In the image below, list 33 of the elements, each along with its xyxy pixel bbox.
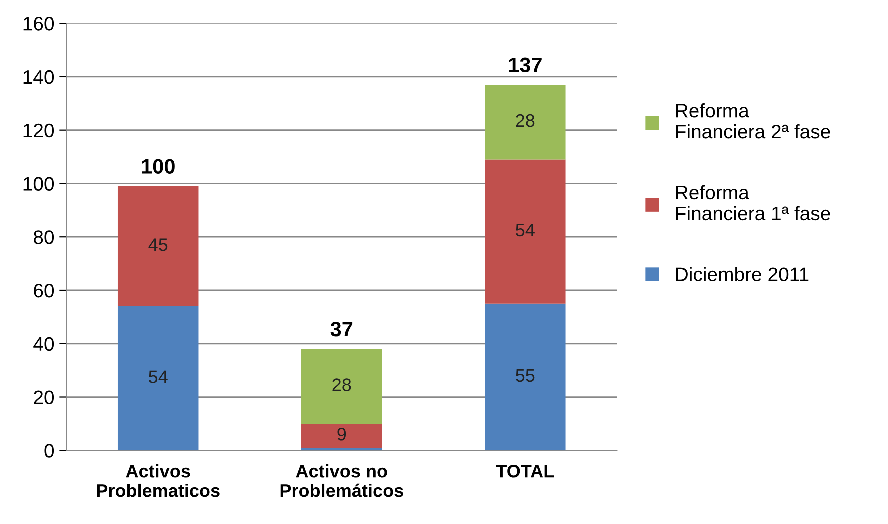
- bar: [302, 349, 382, 424]
- bar: [485, 304, 566, 451]
- bar: [302, 448, 382, 451]
- data-label: 55: [516, 369, 535, 382]
- x-tick-label: Activos Problematicos: [97, 464, 220, 498]
- data-label: 9: [338, 428, 346, 441]
- legend-label: Diciembre 2011: [676, 267, 809, 282]
- x-tick-label: Activos no Problemáticos: [280, 464, 404, 498]
- y-tick-label: 20: [34, 390, 54, 404]
- total-label: 100: [142, 159, 175, 174]
- bar: [118, 186, 199, 307]
- data-label: 28: [332, 378, 352, 392]
- bar: [302, 424, 382, 448]
- y-tick-label: 120: [24, 124, 54, 138]
- y-tick-label: 40: [34, 337, 54, 352]
- total-label: 37: [330, 322, 353, 337]
- bar: [485, 160, 566, 304]
- y-tick-label: 100: [24, 177, 54, 191]
- y-tick-label: 0: [44, 444, 54, 458]
- legend-label: Reforma Financiera 1ª fase: [676, 185, 830, 221]
- data-label: 28: [516, 114, 535, 128]
- bar: [485, 84, 566, 160]
- total-label: 137: [509, 58, 542, 73]
- legend-label: Reforma Financiera 2ª fase: [676, 104, 830, 139]
- bar: [118, 306, 199, 451]
- y-tick-label: 80: [34, 230, 54, 244]
- data-label: 54: [149, 370, 168, 384]
- data-label: 45: [148, 238, 168, 252]
- y-tick-label: 160: [24, 17, 54, 31]
- y-tick-label: 60: [34, 284, 54, 298]
- y-tick-label: 140: [24, 70, 54, 84]
- x-tick-label: TOTAL: [496, 465, 554, 478]
- data-label: 54: [516, 224, 535, 237]
